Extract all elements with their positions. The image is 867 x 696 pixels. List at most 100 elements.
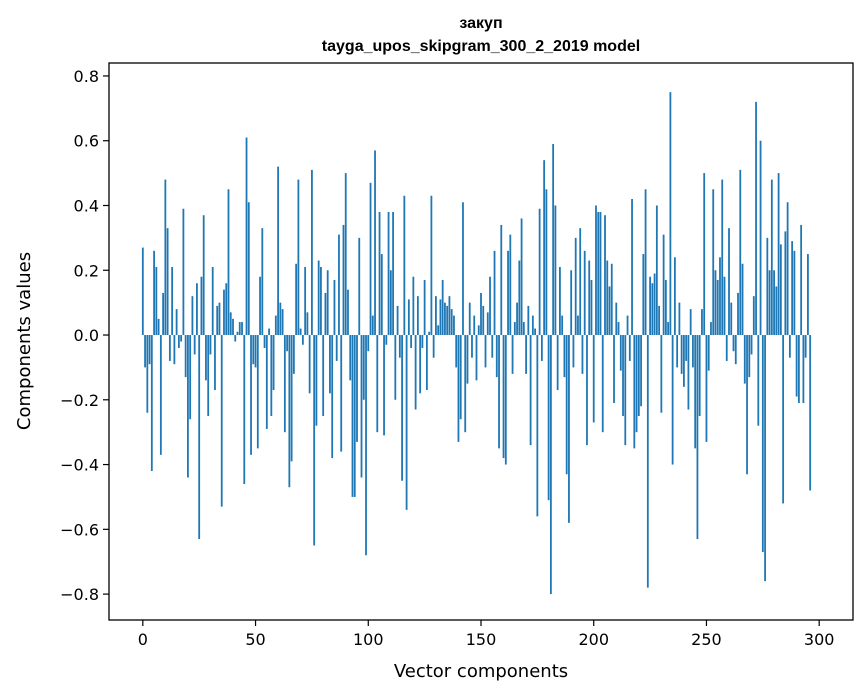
bar-211 [617,322,620,336]
bar-262 [732,335,735,352]
bar-17 [180,335,183,342]
bar-275 [761,335,764,552]
bar-255 [716,279,719,336]
bar-291 [797,335,800,404]
bar-155 [491,335,494,358]
bar-137 [450,309,453,336]
bar-288 [791,241,794,336]
bar-114 [398,335,401,358]
bar-103 [374,150,376,336]
bar-144 [466,335,469,384]
bar-243 [689,309,692,336]
bar-73 [306,312,309,336]
bar-85 [333,279,336,336]
bar-75 [311,169,313,336]
bar-294 [804,335,807,358]
bar-286 [786,202,789,336]
bar-106 [380,254,383,336]
bar-281 [775,286,778,336]
bar-256 [719,257,721,336]
x-tick-label: 200 [578,630,609,649]
bar-292 [800,224,803,336]
bar-135 [446,305,449,336]
bar-212 [619,335,622,371]
bar-45 [243,335,246,484]
bar-60 [277,166,279,336]
bar-69 [297,179,300,336]
bar-121 [414,335,417,410]
bar-176 [538,208,541,336]
bar-102 [371,315,374,336]
bar-90 [344,173,347,336]
bar-97 [360,335,363,478]
bar-24 [196,283,198,336]
bar-series [141,92,812,595]
bar-30 [209,335,212,355]
bar-219 [635,335,638,433]
bar-126 [425,335,428,391]
bar-54 [263,335,266,348]
bar-29 [207,335,210,416]
bar-240 [683,335,685,387]
bar-42 [236,331,239,336]
bar-12 [168,335,171,361]
bar-98 [362,335,365,400]
bar-92 [349,335,352,381]
bar-227 [653,273,656,336]
bar-252 [710,322,712,336]
bar-236 [673,257,676,336]
chart-title: закуп [459,15,502,32]
bar-36 [223,289,225,336]
bar-171 [527,305,530,336]
bar-44 [241,322,243,336]
bar-270 [750,335,753,355]
bar-192 [574,237,577,336]
bar-2 [146,335,149,413]
bar-284 [782,335,785,504]
bar-109 [387,211,390,336]
bar-53 [261,228,264,336]
bar-43 [238,322,241,336]
bar-207 [608,286,611,336]
y-tick-label: −0.8 [60,585,99,604]
bar-59 [274,315,277,336]
bar-231 [662,234,665,336]
bar-58 [272,335,275,391]
bar-116 [403,195,406,336]
y-tick-label: −0.2 [60,391,99,410]
bar-169 [522,322,525,336]
bar-107 [383,335,385,436]
bar-260 [728,228,730,336]
bar-174 [534,328,537,336]
bar-16 [177,335,180,348]
bar-6 [155,267,158,336]
bar-187 [563,335,566,378]
y-tick-label: −0.4 [60,456,99,475]
bar-129 [432,335,435,358]
bar-150 [480,292,482,336]
bar-72 [304,267,307,336]
bar-78 [317,260,320,336]
bar-214 [624,335,627,446]
bar-61 [279,302,282,336]
bar-285 [784,231,787,336]
bar-111 [392,211,394,336]
bar-49 [252,335,255,365]
bar-77 [315,335,318,426]
bar-119 [410,335,413,348]
bar-134 [444,302,446,336]
bar-196 [583,250,586,336]
bar-191 [572,335,575,368]
bar-156 [493,250,496,336]
bar-93 [351,335,354,497]
bar-139 [455,335,458,368]
x-tick-label: 0 [138,630,148,649]
bar-95 [356,335,358,442]
bar-153 [486,312,489,336]
x-tick-label: 250 [691,630,722,649]
bar-261 [730,302,733,336]
bar-194 [579,228,582,336]
bar-202 [597,211,600,336]
bar-7 [157,318,160,336]
bar-46 [245,137,248,336]
